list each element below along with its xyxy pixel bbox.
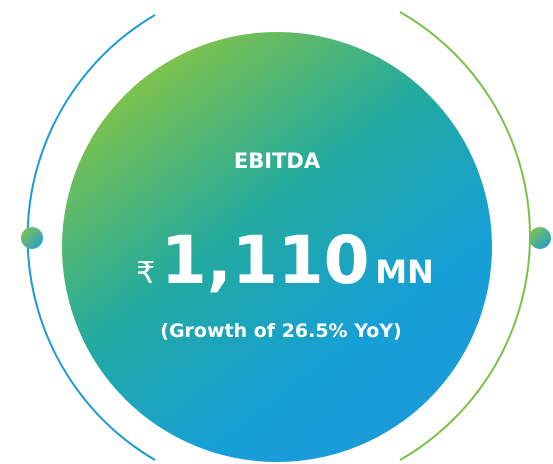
currency: ₹: [136, 256, 155, 291]
unit: MN: [375, 253, 434, 291]
metric-value-line: ₹ 1,110 MN: [136, 222, 434, 299]
right-dot: [529, 227, 551, 249]
growth-note: (Growth of 26.5% YoY): [160, 320, 401, 342]
metric-label: EBITDA: [234, 149, 321, 173]
metric-value: 1,110: [161, 222, 370, 299]
left-dot: [21, 227, 43, 249]
disc: [62, 32, 492, 462]
